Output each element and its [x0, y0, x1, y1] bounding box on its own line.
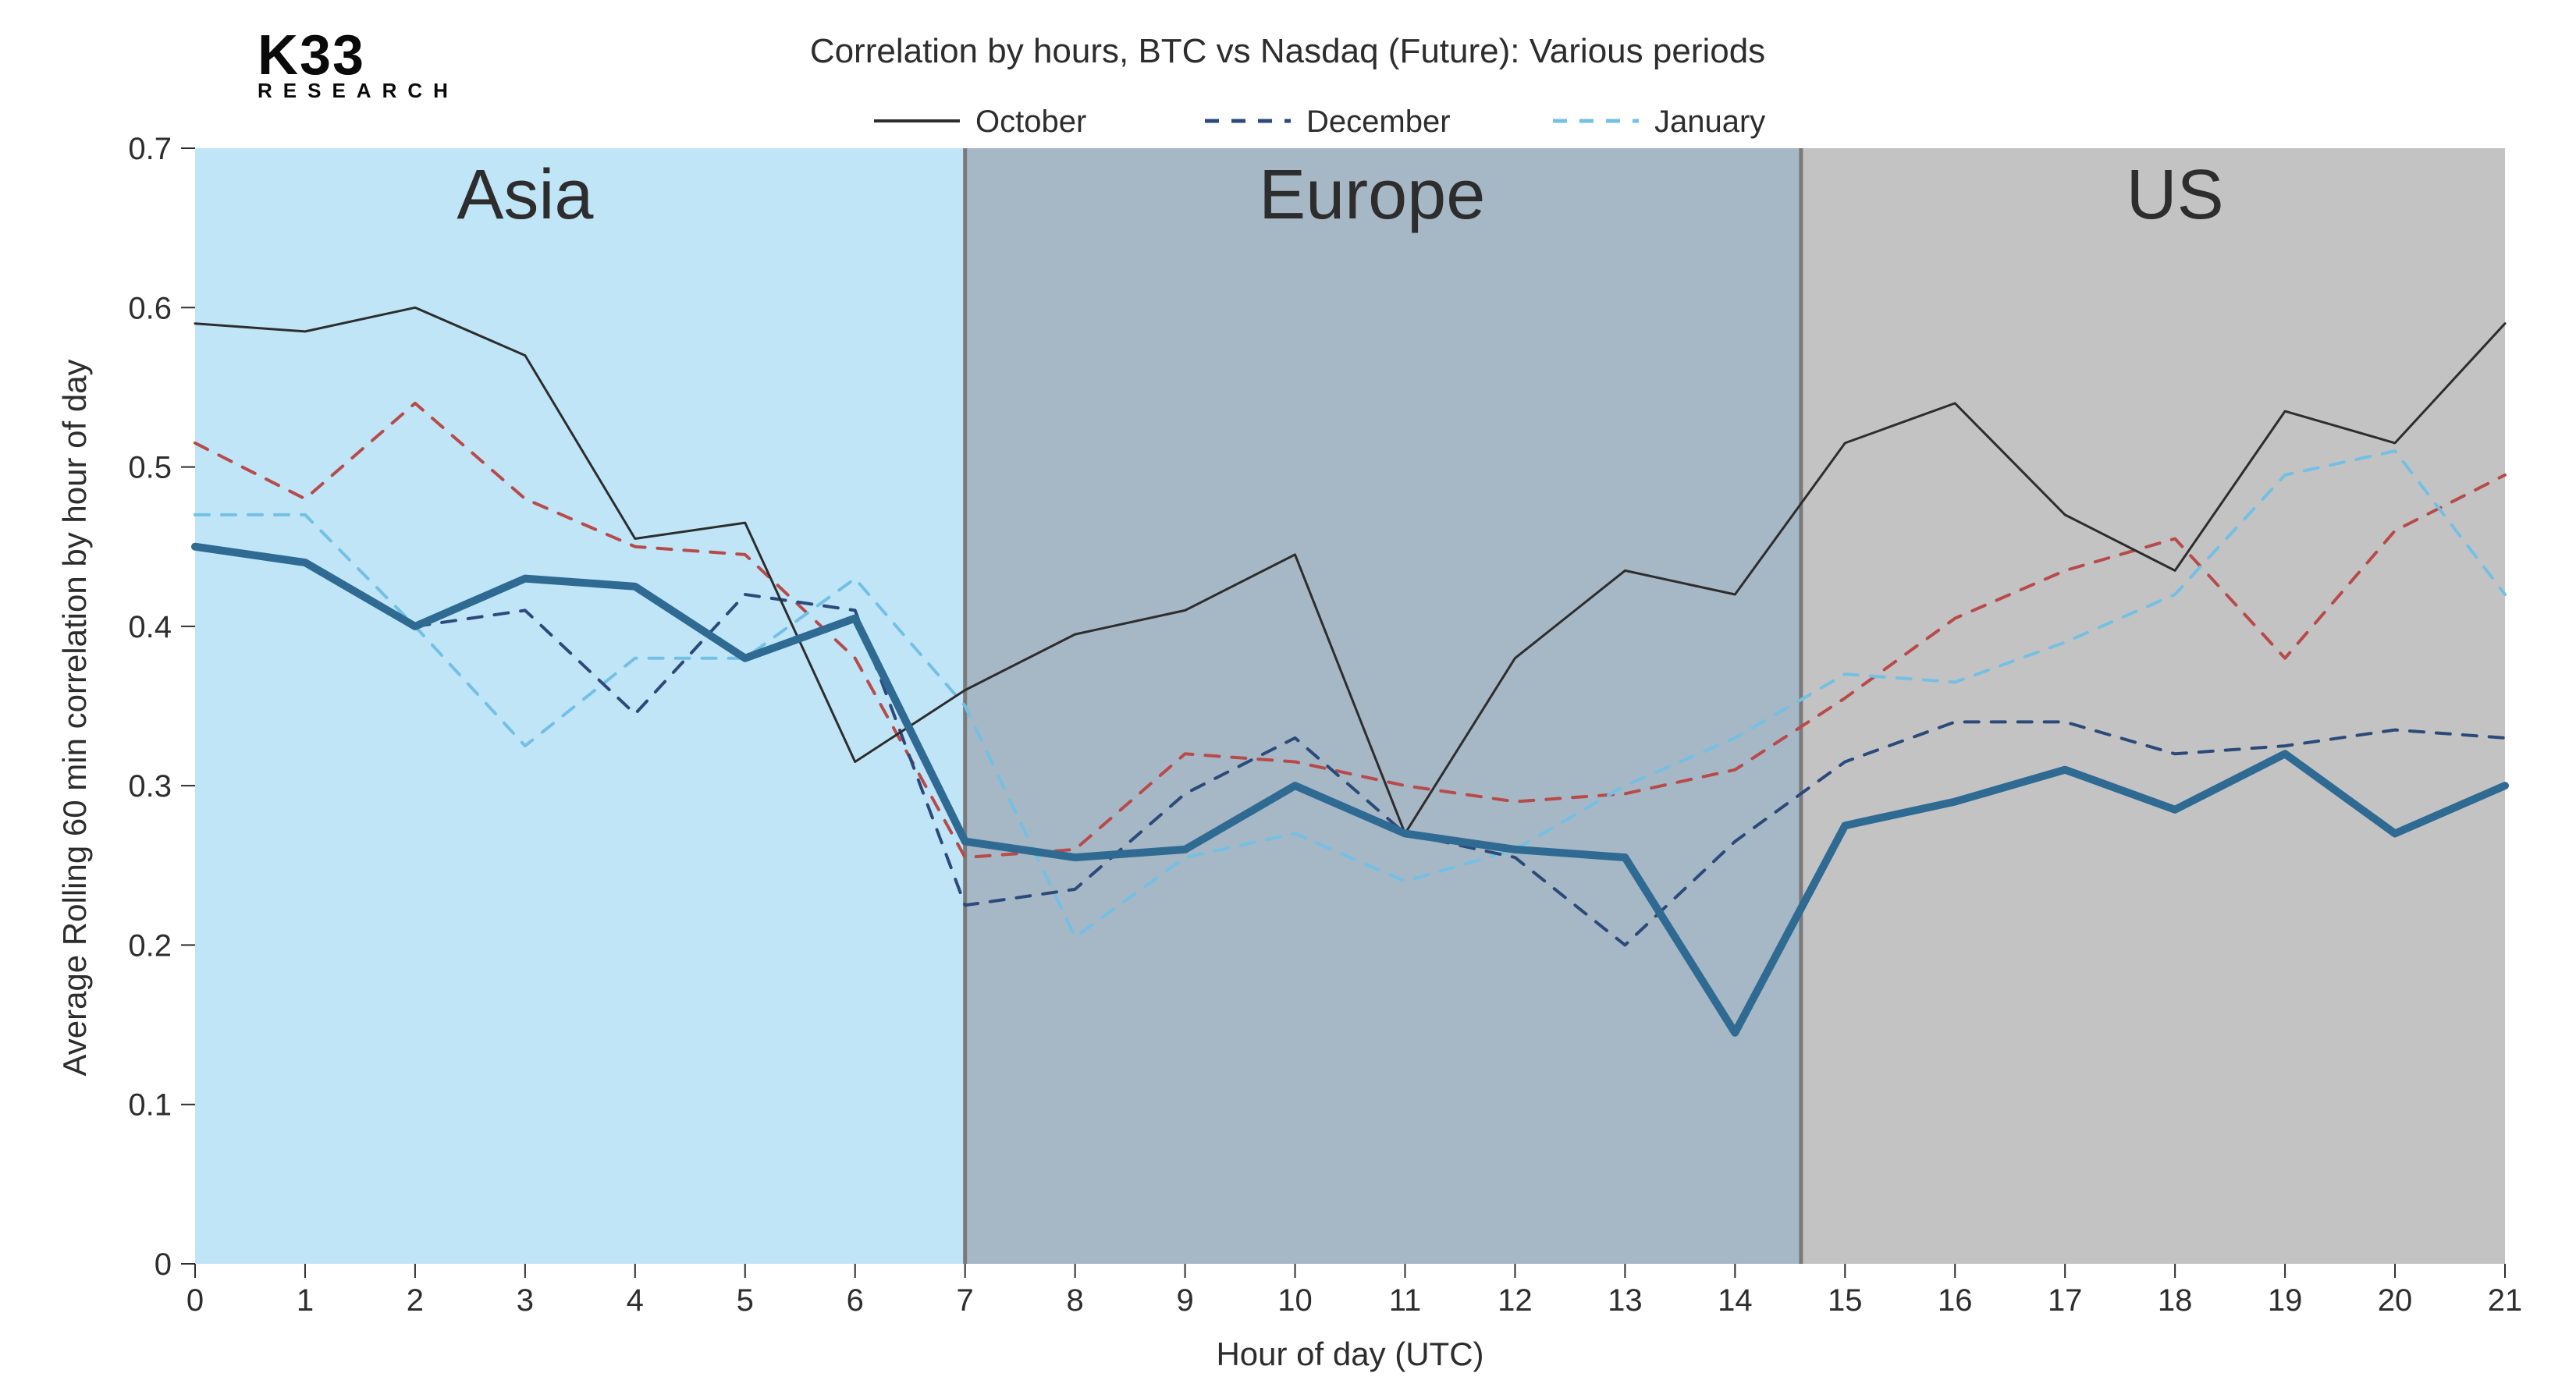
x-tick-label: 19 — [2268, 1283, 2303, 1318]
x-tick-label: 18 — [2158, 1283, 2193, 1318]
legend-label-december: December — [1306, 105, 1451, 139]
y-tick-label: 0.7 — [128, 132, 172, 166]
y-tick-label: 0.4 — [128, 610, 172, 644]
x-axis-label: Hour of day (UTC) — [1216, 1336, 1483, 1372]
x-tick-label: 16 — [1938, 1283, 1973, 1318]
y-tick-label: 0.3 — [128, 769, 172, 804]
y-tick-label: 0.1 — [128, 1088, 172, 1123]
x-tick-label: 15 — [1828, 1283, 1863, 1318]
x-tick-label: 6 — [847, 1283, 864, 1318]
x-tick-label: 11 — [1389, 1283, 1422, 1318]
x-tick-label: 2 — [407, 1283, 424, 1318]
y-tick-label: 0.2 — [128, 928, 172, 963]
x-axis-ticks: 0123456789101112131415161718192021 — [187, 1264, 2522, 1318]
x-tick-label: 3 — [517, 1283, 534, 1318]
x-tick-label: 17 — [2048, 1283, 2083, 1318]
x-tick-label: 0 — [187, 1283, 204, 1318]
y-tick-label: 0.6 — [128, 291, 172, 325]
x-tick-label: 7 — [957, 1283, 974, 1318]
region-label-europe: Europe — [1259, 156, 1485, 234]
region-us — [1801, 148, 2505, 1264]
y-axis-ticks: 0 0.1 0.2 0.3 0.4 0.5 0.6 0.7 — [128, 132, 195, 1282]
x-tick-label: 12 — [1498, 1283, 1533, 1318]
k33-logo: K33 RESEARCH — [258, 24, 459, 102]
region-asia — [195, 148, 965, 1264]
x-tick-label: 10 — [1277, 1283, 1313, 1318]
region-europe — [965, 148, 1801, 1264]
x-tick-label: 20 — [2378, 1283, 2413, 1318]
x-tick-label: 21 — [2488, 1283, 2523, 1318]
x-tick-label: 9 — [1176, 1283, 1193, 1318]
region-label-asia: Asia — [457, 156, 594, 234]
x-tick-label: 1 — [297, 1283, 314, 1318]
legend-label-october: October — [975, 105, 1086, 139]
x-tick-label: 8 — [1066, 1283, 1083, 1318]
x-tick-label: 13 — [1608, 1283, 1643, 1318]
logo-main-text: K33 — [258, 24, 365, 87]
x-tick-label: 5 — [737, 1283, 754, 1318]
y-tick-label: 0 — [155, 1247, 172, 1282]
logo-sub-text: RESEARCH — [258, 79, 459, 102]
legend-label-january: January — [1654, 105, 1765, 139]
correlation-line-chart: K33 RESEARCH Correlation by hours, BTC v… — [0, 0, 2576, 1398]
chart-title: Correlation by hours, BTC vs Nasdaq (Fut… — [810, 32, 1765, 70]
y-tick-label: 0.5 — [128, 451, 172, 485]
chart-legend: October December January — [874, 105, 1765, 139]
region-label-us: US — [2127, 156, 2224, 234]
region-backgrounds — [195, 148, 2505, 1264]
x-tick-label: 14 — [1718, 1283, 1753, 1318]
x-tick-label: 4 — [627, 1283, 644, 1318]
y-axis-label: Average Rolling 60 min correlation by ho… — [56, 359, 93, 1076]
